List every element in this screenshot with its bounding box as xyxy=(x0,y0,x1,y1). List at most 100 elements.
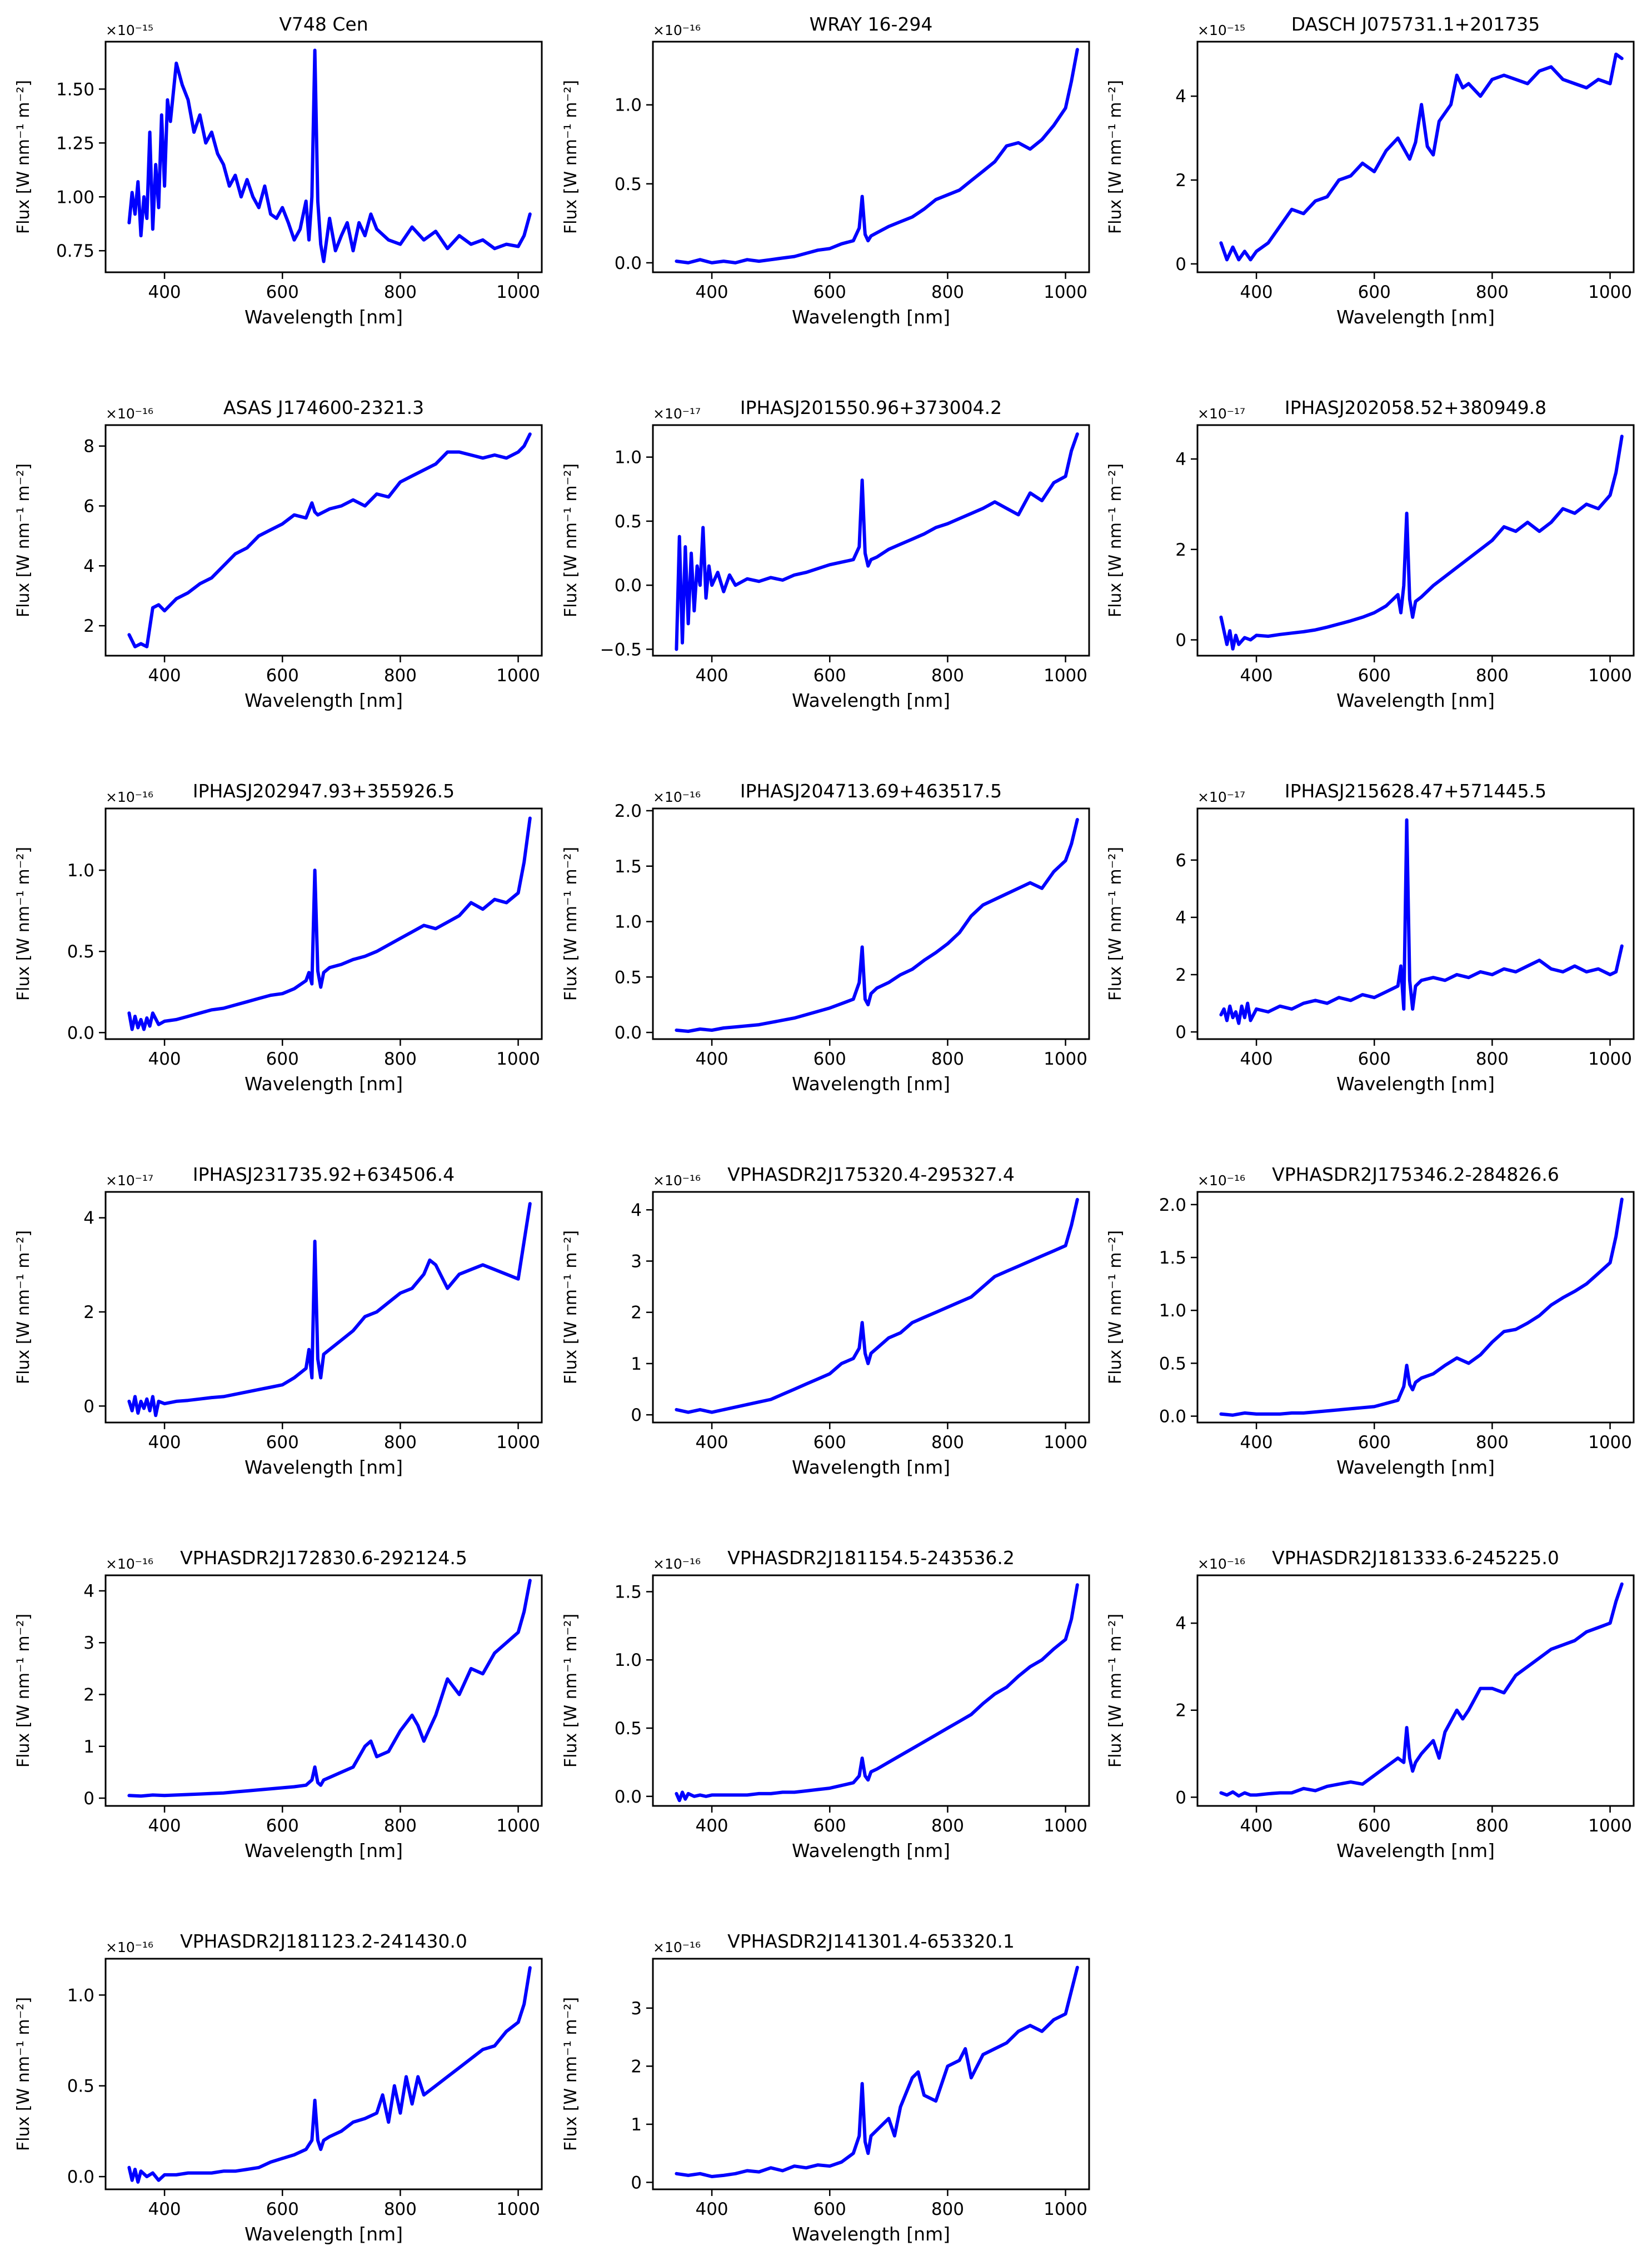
x-tick-label: 600 xyxy=(266,666,299,686)
y-axis-label: Flux [W nm⁻¹ m⁻²] xyxy=(14,1997,33,2151)
y-tick-label: 1 xyxy=(83,1737,94,1757)
x-tick-label: 800 xyxy=(384,282,417,302)
x-axis-label: Wavelength [nm] xyxy=(792,2223,950,2245)
axes-frame xyxy=(104,1574,543,1807)
chart-title: VPHASDR2J141301.4-653320.1 xyxy=(727,1930,1015,1952)
y-axis-label: Flux [W nm⁻¹ m⁻²] xyxy=(1106,1230,1125,1384)
x-tick-label: 800 xyxy=(1476,282,1509,302)
y-tick-label: 1.50 xyxy=(56,79,94,99)
y-tick-label: 4 xyxy=(1175,908,1186,928)
y-tick-label: 1.0 xyxy=(615,96,642,116)
offset-multiplier: ×10⁻¹⁷ xyxy=(1197,789,1245,805)
y-tick-label: 2 xyxy=(83,1302,94,1322)
x-axis-label: Wavelength [nm] xyxy=(244,1456,403,1478)
y-tick-label: 0 xyxy=(83,1789,94,1809)
offset-multiplier: ×10⁻¹⁵ xyxy=(106,22,153,38)
y-tick-label: 0.5 xyxy=(67,942,94,962)
x-tick-label: 600 xyxy=(1358,666,1391,686)
chart-panel: IPHASJ202058.52+380949.8 ×10⁻¹⁷ 400 600 800 1… xyxy=(1106,397,1635,711)
spectrum-line xyxy=(1219,435,1624,651)
x-tick-label: 600 xyxy=(266,282,299,302)
x-tick-label: 600 xyxy=(1358,282,1391,302)
y-tick-label: 1.0 xyxy=(615,448,642,468)
y-tick-label: 1 xyxy=(631,1354,642,1374)
chart-panel: VPHASDR2J175320.4-295327.4 ×10⁻¹⁶ 400 600 80… xyxy=(561,1164,1090,1478)
offset-multiplier: ×10⁻¹⁶ xyxy=(1197,1556,1245,1572)
y-tick-label: 0.0 xyxy=(615,576,642,596)
y-tick-label: 2 xyxy=(83,616,94,636)
chart-title: VPHASDR2J181123.2-241430.0 xyxy=(180,1930,467,1952)
y-axis-label: Flux [W nm⁻¹ m⁻²] xyxy=(561,847,581,1001)
chart-title: IPHASJ231735.92+634506.4 xyxy=(193,1164,455,1185)
y-tick-label: 0.0 xyxy=(1159,1407,1186,1427)
y-tick-label: 0 xyxy=(1175,631,1186,651)
y-tick-label: 6 xyxy=(1175,851,1186,871)
y-tick-label: 0.0 xyxy=(615,253,642,273)
y-axis-label: Flux [W nm⁻¹ m⁻²] xyxy=(561,1230,581,1384)
x-tick-label: 1000 xyxy=(1044,1433,1087,1453)
y-tick-label: 3 xyxy=(631,1999,642,2019)
x-tick-label: 400 xyxy=(148,2199,181,2219)
x-tick-label: 800 xyxy=(931,1433,964,1453)
y-axis-label: Flux [W nm⁻¹ m⁻²] xyxy=(1106,80,1125,234)
y-tick-label: 4 xyxy=(83,1209,94,1229)
x-tick-label: 400 xyxy=(148,1433,181,1453)
x-tick-label: 600 xyxy=(1358,1433,1391,1453)
axes-frame xyxy=(104,807,543,1040)
y-axis-label: Flux [W nm⁻¹ m⁻²] xyxy=(14,80,33,234)
y-tick-label: 1.0 xyxy=(615,912,642,932)
x-tick-label: 1000 xyxy=(496,1433,540,1453)
y-axis-label: Flux [W nm⁻¹ m⁻²] xyxy=(561,80,581,234)
spectrum-line xyxy=(675,1583,1079,1803)
x-tick-label: 400 xyxy=(148,282,181,302)
chart-panel: DASCH J075731.1+201735 ×10⁻¹⁵ 400 600 800 100… xyxy=(1106,13,1635,328)
spectrum-line xyxy=(127,48,532,263)
y-tick-label: 2 xyxy=(1175,965,1186,985)
y-tick-label: 2 xyxy=(631,1303,642,1323)
y-tick-label: 1.5 xyxy=(615,857,642,877)
x-axis-label: Wavelength [nm] xyxy=(244,306,403,328)
y-tick-label: 0.0 xyxy=(67,1023,94,1043)
offset-multiplier: ×10⁻¹⁷ xyxy=(1197,406,1245,422)
y-tick-label: 2.0 xyxy=(615,801,642,821)
x-tick-label: 1000 xyxy=(1044,282,1087,302)
x-tick-label: 800 xyxy=(384,2199,417,2219)
chart-panel: IPHASJ215628.47+571445.5 ×10⁻¹⁷ 400 600 800 1… xyxy=(1106,780,1635,1095)
chart-title: VPHASDR2J175346.2-284826.6 xyxy=(1272,1164,1559,1185)
x-axis-label: Wavelength [nm] xyxy=(1336,690,1495,711)
offset-multiplier: ×10⁻¹⁶ xyxy=(1197,1172,1245,1189)
x-tick-label: 600 xyxy=(266,1433,299,1453)
offset-multiplier: ×10⁻¹⁶ xyxy=(106,1939,153,1955)
x-axis-label: Wavelength [nm] xyxy=(1336,306,1495,328)
y-tick-label: 0 xyxy=(1175,1788,1186,1808)
y-axis-label: Flux [W nm⁻¹ m⁻²] xyxy=(561,1614,581,1768)
spectrum-line xyxy=(675,818,1079,1033)
spectrum-line xyxy=(127,1966,532,2184)
y-tick-label: 0.5 xyxy=(615,174,642,194)
x-tick-label: 600 xyxy=(1358,1816,1391,1836)
y-tick-label: 1.0 xyxy=(67,861,94,881)
chart-panel: VPHASDR2J181123.2-241430.0 ×10⁻¹⁶ 400 600 80… xyxy=(14,1930,543,2245)
y-axis-label: Flux [W nm⁻¹ m⁻²] xyxy=(1106,847,1125,1001)
x-axis-label: Wavelength [nm] xyxy=(1336,1840,1495,1861)
offset-multiplier: ×10⁻¹⁶ xyxy=(653,1556,701,1572)
x-tick-label: 800 xyxy=(931,282,964,302)
chart-title: V748 Cen xyxy=(279,13,368,35)
spectrum-line xyxy=(675,1197,1079,1414)
chart-panel: VPHASDR2J172830.6-292124.5 ×10⁻¹⁶ 400 600 80… xyxy=(14,1547,543,1861)
x-tick-label: 800 xyxy=(384,1049,417,1069)
y-tick-label: 1.0 xyxy=(67,1985,94,2005)
y-tick-label: 1.5 xyxy=(615,1582,642,1602)
x-axis-label: Wavelength [nm] xyxy=(244,690,403,711)
y-tick-label: 4 xyxy=(631,1200,642,1220)
x-tick-label: 800 xyxy=(1476,1433,1509,1453)
x-tick-label: 1000 xyxy=(496,1816,540,1836)
chart-title: WRAY 16-294 xyxy=(810,13,933,35)
axes-frame xyxy=(1196,41,1635,273)
x-tick-label: 600 xyxy=(266,2199,299,2219)
y-tick-label: 1.00 xyxy=(56,187,94,207)
x-tick-label: 400 xyxy=(695,282,728,302)
axes-frame xyxy=(104,41,543,273)
x-tick-label: 1000 xyxy=(496,666,540,686)
y-tick-label: 0.5 xyxy=(615,512,642,532)
